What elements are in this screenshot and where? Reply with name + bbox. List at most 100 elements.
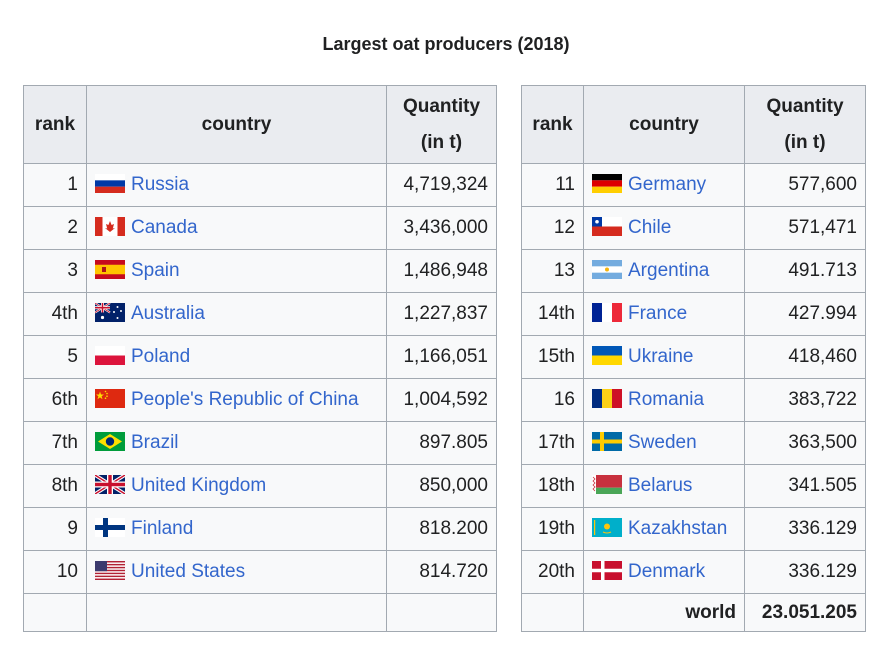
belarus-flag-icon: [592, 475, 622, 494]
rank-cell: 19th: [521, 507, 584, 551]
country-link[interactable]: Romania: [628, 389, 705, 410]
rank-cell: 6th: [23, 378, 87, 422]
country-link[interactable]: Ukraine: [628, 346, 694, 367]
country-link[interactable]: Australia: [131, 303, 205, 324]
rank-cell: 14th: [521, 292, 584, 336]
producers-table-right: rank country Quantity (in t) 11 Germany 57…: [521, 85, 866, 632]
country-link[interactable]: Poland: [131, 346, 191, 367]
country-header[interactable]: country: [583, 85, 745, 164]
chile-flag-icon: [592, 217, 622, 236]
united-kingdom-flag-icon: [95, 475, 125, 494]
country-cell: Chile: [583, 206, 745, 250]
table-row: 20th Denmark 336.129: [521, 550, 866, 594]
quantity-cell: 418,460: [744, 335, 866, 379]
rank-cell: 11: [521, 163, 584, 207]
quantity-cell: 4,719,324: [386, 163, 497, 207]
country-link[interactable]: Spain: [131, 260, 180, 281]
country-link[interactable]: Finland: [131, 518, 194, 539]
country-link[interactable]: Brazil: [131, 432, 179, 453]
china-flag-icon: [95, 389, 125, 408]
rank-cell: 7th: [23, 421, 87, 465]
country-link[interactable]: Germany: [628, 174, 707, 195]
table-row: 4th Australia 1,227,837: [23, 292, 497, 336]
rank-header[interactable]: rank: [521, 85, 584, 164]
quantity-header-label: Quantity: [766, 95, 844, 117]
table-row: 12 Chile 571,471: [521, 206, 866, 250]
country-link[interactable]: United Kingdom: [131, 475, 267, 496]
table-row: 10 United States 814.720: [23, 550, 497, 594]
quantity-cell: 3,436,000: [386, 206, 497, 250]
country-cell: France: [583, 292, 745, 336]
country-link[interactable]: Chile: [628, 217, 672, 238]
rank-cell: 8th: [23, 464, 87, 508]
table-row: 13 Argentina 491.713: [521, 249, 866, 293]
rank-cell: 20th: [521, 550, 584, 594]
quantity-cell: 383,722: [744, 378, 866, 422]
finland-flag-icon: [95, 518, 125, 537]
romania-flag-icon: [592, 389, 622, 408]
australia-flag-icon: [95, 303, 125, 322]
empty-cell: [23, 593, 87, 632]
quantity-header[interactable]: Quantity (in t): [386, 85, 497, 164]
table-row: 14th France 427.994: [521, 292, 866, 336]
quantity-cell: 1,227,837: [386, 292, 497, 336]
table-row: 7th Brazil 897.805: [23, 421, 497, 465]
country-link[interactable]: United States: [131, 561, 246, 582]
canada-flag-icon: [95, 217, 125, 236]
quantity-cell: 1,486,948: [386, 249, 497, 293]
country-link[interactable]: Denmark: [628, 561, 706, 582]
table-row: 17th Sweden 363,500: [521, 421, 866, 465]
france-flag-icon: [592, 303, 622, 322]
country-link[interactable]: Argentina: [628, 260, 710, 281]
quantity-cell: 850,000: [386, 464, 497, 508]
country-link[interactable]: People's Republic of China: [131, 389, 359, 410]
country-link[interactable]: Russia: [131, 174, 190, 195]
ukraine-flag-icon: [592, 346, 622, 365]
rank-cell: 16: [521, 378, 584, 422]
quantity-header-label: Quantity: [402, 95, 481, 117]
table-row: 6th People's Republic of China 1,004,592: [23, 378, 497, 422]
rank-cell: 1: [23, 163, 87, 207]
country-cell: Romania: [583, 378, 745, 422]
world-label: world: [583, 593, 745, 632]
country-link[interactable]: Sweden: [628, 432, 697, 453]
country-cell: Poland: [86, 335, 387, 379]
table-row: 15th Ukraine 418,460: [521, 335, 866, 379]
country-cell: Belarus: [583, 464, 745, 508]
world-total-value: 23.051.205: [744, 593, 866, 632]
empty-cell: [86, 593, 387, 632]
quantity-cell: 491.713: [744, 249, 866, 293]
country-link[interactable]: Belarus: [628, 475, 693, 496]
quantity-cell: 577,600: [744, 163, 866, 207]
country-header[interactable]: country: [86, 85, 387, 164]
country-cell: Brazil: [86, 421, 387, 465]
poland-flag-icon: [95, 346, 125, 365]
quantity-cell: 1,004,592: [386, 378, 497, 422]
rank-cell: 17th: [521, 421, 584, 465]
country-cell: United States: [86, 550, 387, 594]
country-cell: Russia: [86, 163, 387, 207]
country-cell: Sweden: [583, 421, 745, 465]
rank-cell: 12: [521, 206, 584, 250]
table-row: 1 Russia 4,719,324: [23, 163, 497, 207]
table-row: 9 Finland 818.200: [23, 507, 497, 551]
country-link[interactable]: France: [628, 303, 688, 324]
empty-cell: [521, 593, 584, 632]
empty-cell: [386, 593, 497, 632]
rank-header[interactable]: rank: [23, 85, 87, 164]
quantity-cell: 571,471: [744, 206, 866, 250]
quantity-cell: 427.994: [744, 292, 866, 336]
quantity-header[interactable]: Quantity (in t): [744, 85, 866, 164]
country-cell: Denmark: [583, 550, 745, 594]
world-total-row: world 23.051.205: [521, 593, 866, 632]
header-row: rank country Quantity (in t): [521, 85, 866, 164]
summary-row-empty: [23, 593, 497, 632]
quantity-cell: 818.200: [386, 507, 497, 551]
quantity-cell: 814.720: [386, 550, 497, 594]
country-link[interactable]: Kazakhstan: [628, 518, 728, 539]
table-row: 5 Poland 1,166,051: [23, 335, 497, 379]
country-link[interactable]: Canada: [131, 217, 198, 238]
sweden-flag-icon: [592, 432, 622, 451]
country-cell: Kazakhstan: [583, 507, 745, 551]
quantity-cell: 363,500: [744, 421, 866, 465]
